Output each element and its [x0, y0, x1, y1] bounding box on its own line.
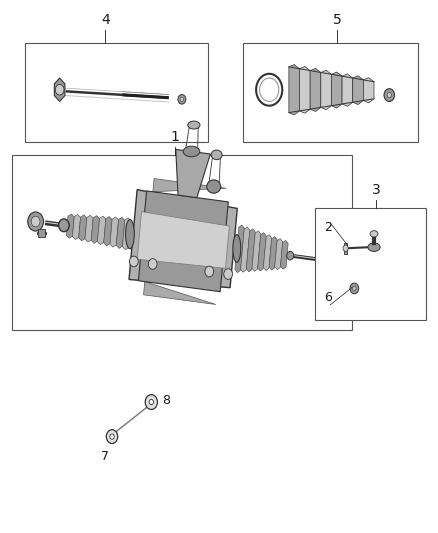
Circle shape: [384, 88, 395, 101]
Polygon shape: [332, 72, 342, 108]
Ellipse shape: [188, 121, 200, 129]
Polygon shape: [240, 227, 250, 272]
Bar: [243, 43, 418, 142]
Polygon shape: [85, 215, 93, 242]
Polygon shape: [54, 78, 65, 101]
Circle shape: [350, 283, 359, 294]
Circle shape: [145, 394, 157, 409]
Text: 1: 1: [171, 130, 180, 144]
Text: 4: 4: [101, 13, 110, 27]
Polygon shape: [235, 225, 244, 272]
Circle shape: [178, 94, 186, 104]
Circle shape: [149, 399, 153, 405]
Polygon shape: [300, 67, 310, 113]
Circle shape: [343, 245, 348, 252]
Polygon shape: [289, 64, 300, 115]
Text: 5: 5: [332, 13, 341, 27]
Polygon shape: [342, 74, 353, 106]
Bar: [344, 243, 347, 254]
Circle shape: [28, 212, 43, 231]
Circle shape: [353, 286, 356, 290]
Polygon shape: [116, 217, 125, 248]
Bar: [12, 155, 352, 330]
Circle shape: [205, 266, 214, 277]
Polygon shape: [79, 215, 87, 241]
Polygon shape: [310, 68, 321, 111]
Polygon shape: [252, 231, 261, 271]
Text: 8: 8: [162, 394, 170, 407]
Polygon shape: [66, 214, 74, 238]
Circle shape: [106, 430, 118, 443]
Bar: [315, 208, 426, 320]
Ellipse shape: [370, 231, 378, 237]
Ellipse shape: [211, 150, 222, 160]
Polygon shape: [137, 212, 229, 268]
Polygon shape: [129, 190, 237, 288]
Polygon shape: [91, 216, 99, 244]
Polygon shape: [123, 218, 131, 249]
Polygon shape: [269, 237, 277, 270]
Ellipse shape: [126, 220, 134, 249]
Polygon shape: [246, 229, 255, 272]
Circle shape: [110, 434, 114, 439]
Bar: [38, 229, 45, 238]
Ellipse shape: [368, 243, 380, 252]
Polygon shape: [364, 78, 374, 103]
Polygon shape: [263, 235, 272, 270]
Text: 2: 2: [324, 221, 332, 235]
Ellipse shape: [233, 235, 241, 262]
Text: 7: 7: [101, 450, 109, 463]
Polygon shape: [353, 76, 364, 104]
Polygon shape: [321, 70, 332, 110]
Circle shape: [387, 92, 392, 98]
Ellipse shape: [183, 146, 200, 157]
Circle shape: [31, 216, 40, 227]
Circle shape: [59, 219, 69, 232]
Polygon shape: [97, 216, 106, 245]
Circle shape: [224, 269, 233, 279]
Polygon shape: [72, 214, 81, 239]
Circle shape: [148, 259, 157, 269]
Ellipse shape: [207, 180, 221, 193]
Polygon shape: [110, 217, 119, 247]
Polygon shape: [280, 240, 288, 269]
Circle shape: [130, 256, 138, 266]
Polygon shape: [176, 149, 210, 198]
Circle shape: [55, 84, 64, 95]
Polygon shape: [275, 239, 283, 270]
Polygon shape: [258, 233, 266, 271]
Circle shape: [287, 252, 294, 260]
Text: 6: 6: [324, 290, 332, 304]
Polygon shape: [104, 216, 112, 246]
Text: 3: 3: [372, 183, 381, 197]
Circle shape: [180, 97, 184, 101]
Bar: [25, 43, 208, 142]
Polygon shape: [144, 179, 226, 304]
Polygon shape: [138, 191, 228, 292]
